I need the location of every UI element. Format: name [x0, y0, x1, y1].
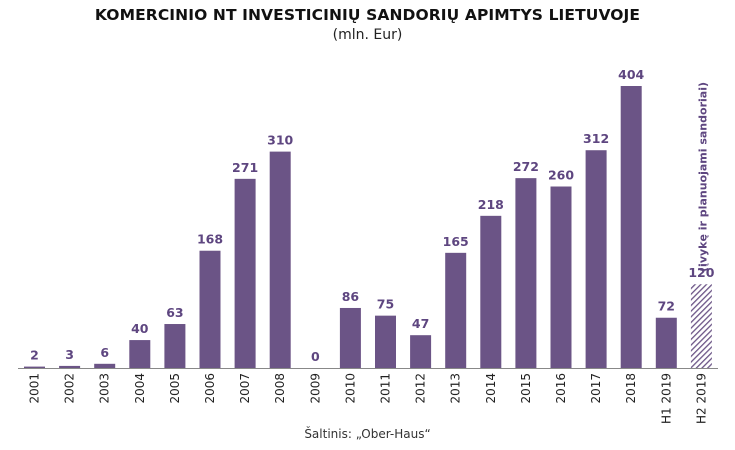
- x-tick-label: 2013: [449, 373, 463, 404]
- bar-2002: [59, 365, 81, 368]
- chart-subtitle: (mln. Eur): [332, 27, 403, 43]
- x-tick-label: 2010: [343, 373, 357, 404]
- value-label: 218: [478, 197, 504, 212]
- value-label: 165: [443, 234, 469, 249]
- x-tick-label: 2008: [273, 373, 287, 404]
- x-tick-label: 2003: [98, 373, 112, 404]
- x-tick-label: 2009: [308, 373, 322, 404]
- value-label: 47: [412, 316, 429, 331]
- x-tick-label: 2016: [554, 373, 568, 404]
- bar-2011: [375, 315, 396, 368]
- value-label: 75: [377, 297, 394, 312]
- bar-h2-2019: [690, 284, 712, 368]
- bar-2003: [94, 363, 116, 368]
- value-label: 72: [658, 299, 675, 314]
- bar-2015: [515, 178, 537, 368]
- x-tick-label: 2006: [203, 373, 217, 404]
- value-label: 3: [65, 347, 74, 362]
- x-tick-label: 2012: [414, 373, 428, 404]
- value-label: 6: [100, 345, 109, 360]
- value-label: 271: [232, 160, 258, 175]
- value-label: 86: [342, 289, 360, 304]
- bar-2007: [234, 178, 256, 368]
- value-label: 272: [513, 159, 539, 174]
- value-labels-layer: 2 3 6 40 63 168 271 310 0 86 75 47 165 218 272 260 312 40…: [30, 67, 715, 364]
- bar-2018: [620, 86, 642, 368]
- value-label: 404: [618, 67, 644, 82]
- x-tick-label: 2004: [133, 373, 147, 404]
- x-tick-label: 2007: [238, 373, 252, 404]
- x-tick-label: 2002: [63, 373, 77, 404]
- x-tick-label: 2001: [28, 373, 42, 404]
- bar-2012: [410, 335, 432, 368]
- x-tick-labels-layer: 2001 2002 2003 2004 2005 2006 2007 2008 2009 2010…: [28, 373, 709, 424]
- value-label: 63: [166, 305, 183, 320]
- x-tick-label: 2017: [589, 373, 603, 404]
- bar-2017: [585, 150, 607, 368]
- bar-2010: [339, 307, 361, 368]
- value-label: 40: [131, 321, 149, 336]
- value-label: 312: [583, 131, 609, 146]
- value-label: 0: [311, 349, 320, 364]
- bar-2008: [269, 151, 291, 368]
- bar-2013: [445, 252, 467, 368]
- annotation-layer: (įvykę ir planuojami sandoriai): [696, 82, 709, 272]
- x-tick-label: 2014: [484, 373, 498, 404]
- bar-h1-2019: [655, 317, 677, 368]
- h2-2019-annotation: (įvykę ir planuojami sandoriai): [696, 82, 709, 272]
- value-label: 310: [267, 133, 293, 148]
- bar-2014: [480, 215, 502, 368]
- bar-2005: [164, 324, 186, 368]
- value-label: 2: [30, 348, 39, 363]
- value-label: 260: [548, 168, 574, 183]
- bar-2001: [24, 366, 45, 368]
- x-tick-label: 2011: [379, 373, 393, 404]
- x-tick-label: H1 2019: [659, 373, 673, 424]
- source-note: Šaltinis: „Ober-Haus“: [304, 427, 431, 441]
- x-tick-label: 2015: [519, 373, 533, 404]
- chart-title: KOMERCINIO NT INVESTICINIŲ SANDORIŲ APIM…: [94, 6, 641, 24]
- value-label: 168: [197, 232, 223, 247]
- value-label: 120: [688, 265, 714, 280]
- bars-layer: [24, 86, 712, 368]
- x-tick-label: H2 2019: [694, 373, 708, 424]
- bar-2006: [199, 250, 221, 368]
- x-tick-label: 2005: [168, 373, 182, 404]
- x-tick-label: 2018: [624, 373, 638, 404]
- bar-2016: [550, 186, 572, 368]
- bar-2004: [129, 340, 151, 368]
